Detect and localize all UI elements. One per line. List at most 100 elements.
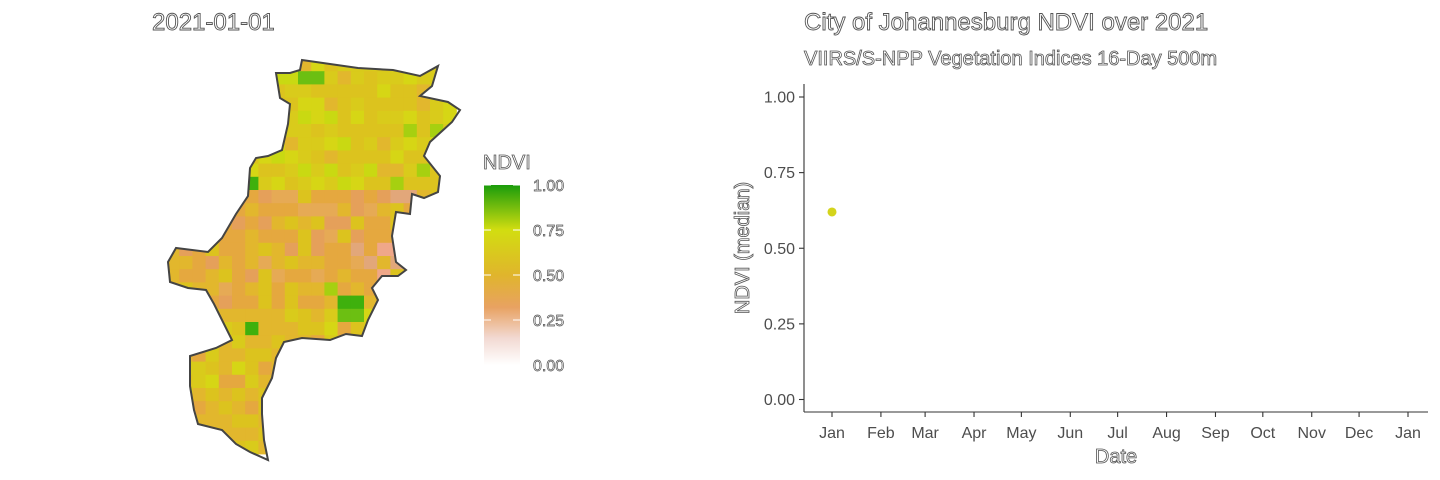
ndvi-cell [377, 110, 391, 125]
ndvi-cell [403, 308, 418, 323]
ndvi-cell [430, 440, 444, 455]
ndvi-cell [205, 361, 220, 376]
ndvi-cell [179, 163, 193, 178]
ndvi-cell [337, 71, 352, 85]
ndvi-cell [443, 216, 457, 230]
x-tick-label: Jun [1057, 425, 1083, 442]
ndvi-cell [192, 150, 206, 164]
legend-label-05: 0.50 [533, 268, 564, 285]
ndvi-cell [403, 256, 418, 270]
ndvi-cell [443, 150, 457, 164]
ndvi-cell [416, 282, 431, 296]
ndvi-cell [298, 137, 312, 151]
ndvi-cell [337, 176, 352, 191]
ndvi-cell [205, 374, 220, 389]
ndvi-cell [350, 427, 365, 442]
ndvi-cell [258, 335, 272, 349]
ndvi-cell [377, 124, 391, 138]
ndvi-cell [271, 216, 286, 230]
ndvi-cell [232, 374, 246, 389]
ndvi-cell [192, 361, 206, 376]
ndvi-cell [416, 97, 431, 112]
ndvi-cell [337, 401, 352, 415]
ndvi-cell [390, 348, 404, 362]
ndvi-cell [245, 60, 259, 72]
ndvi-cell [284, 322, 299, 336]
x-tick-label: Jan [819, 425, 845, 442]
ndvi-cell [377, 308, 391, 323]
ndvi-cell [168, 110, 180, 125]
ndvi-cell [377, 401, 391, 415]
ndvi-cell [298, 124, 312, 138]
ndvi-cell [443, 282, 457, 296]
ndvi-cell [311, 388, 325, 402]
ndvi-cell [364, 335, 378, 349]
ndvi-cell [311, 374, 325, 389]
ndvi-cell [350, 176, 365, 191]
ndvi-cell [168, 348, 180, 362]
ndvi-cell [205, 60, 220, 72]
ndvi-cell [443, 427, 457, 442]
ndvi-cell [258, 71, 272, 85]
ndvi-cell [232, 388, 246, 402]
ndvi-cell [298, 229, 312, 244]
ndvi-cell [298, 374, 312, 389]
ndvi-cell [258, 427, 272, 442]
ndvi-cell [364, 388, 378, 402]
ndvi-cell [364, 150, 378, 164]
x-axis-label: Date [1095, 446, 1137, 468]
ndvi-cell [298, 176, 312, 191]
ndvi-cell [430, 176, 444, 191]
ndvi-cell [271, 440, 286, 455]
ndvi-cell [416, 401, 431, 415]
ndvi-cell [284, 176, 299, 191]
ndvi-cell [364, 374, 378, 389]
ndvi-cell [245, 176, 259, 191]
ndvi-cell [168, 203, 180, 217]
ndvi-cell [205, 84, 220, 98]
ndvi-cell [443, 401, 457, 415]
ndvi-cell [245, 427, 259, 442]
ndvi-cell [324, 137, 338, 151]
ndvi-cell [192, 440, 206, 455]
ndvi-cell [298, 401, 312, 415]
ndvi-cell [443, 84, 457, 98]
ndvi-cell [284, 269, 299, 283]
ndvi-cell [271, 60, 286, 72]
ndvi-cell [443, 335, 457, 349]
ndvi-cell [232, 84, 246, 98]
ndvi-cell [258, 60, 272, 72]
ndvi-cell [168, 256, 180, 270]
ndvi-cell [416, 295, 431, 310]
ndvi-cell [179, 308, 193, 323]
ndvi-cell [443, 137, 457, 151]
ndvi-cell [350, 269, 365, 283]
ndvi-cell [179, 440, 193, 455]
ndvi-cell [258, 269, 272, 283]
ndvi-cell [284, 163, 299, 178]
ndvi-cell [271, 401, 286, 415]
ndvi-cell [430, 348, 444, 362]
ndvi-cell [218, 361, 233, 376]
ndvi-cell [232, 348, 246, 362]
ndvi-cell [258, 97, 272, 112]
ndvi-cell [430, 256, 444, 270]
ndvi-cell [416, 110, 431, 125]
ndvi-cell [258, 308, 272, 323]
ndvi-cell [430, 229, 444, 244]
y-tick-label: 0.25 [764, 316, 795, 333]
ndvi-cell [377, 282, 391, 296]
ndvi-cell [232, 295, 246, 310]
ndvi-cell [192, 163, 206, 178]
ndvi-cell [168, 190, 180, 204]
ndvi-cell [377, 242, 391, 257]
ndvi-cell [205, 124, 220, 138]
ndvi-cell [416, 308, 431, 323]
ndvi-cell [298, 256, 312, 270]
ndvi-cell [271, 308, 286, 323]
ndvi-cell [403, 295, 418, 310]
ndvi-cell [179, 203, 193, 217]
ndvi-cell [443, 348, 457, 362]
ndvi-cell [337, 216, 352, 230]
ndvi-cell [179, 216, 193, 230]
